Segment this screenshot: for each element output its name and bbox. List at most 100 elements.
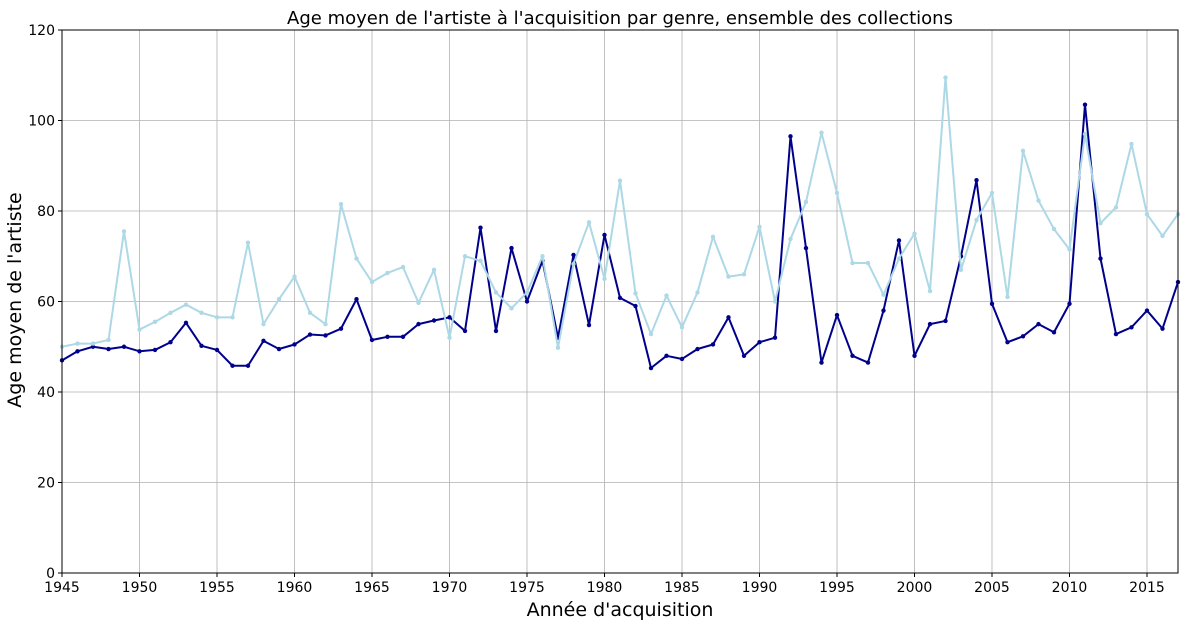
series-2-point — [90, 341, 96, 346]
series-2-point — [1051, 226, 1057, 232]
series-2-point — [896, 256, 902, 261]
axis-ticks: 1945 1950 1955 1960 1965 1970 1975 1980 1985 1990… — [28, 23, 1165, 596]
series-2-point — [1067, 247, 1072, 252]
series-2-point — [912, 231, 917, 236]
series-2-point — [803, 199, 809, 205]
series-1-point — [90, 344, 96, 349]
series-2-point — [1144, 211, 1150, 217]
series-2-point — [788, 236, 793, 242]
series-1-point — [323, 333, 328, 338]
series-1 — [59, 102, 1181, 371]
series-2-point — [586, 220, 592, 225]
series-1-point — [1067, 301, 1072, 306]
series-2-point — [431, 267, 437, 273]
series-2-point — [571, 261, 576, 267]
series-1-point — [245, 363, 251, 368]
series-2-line — [61, 76, 1179, 349]
series-2-point — [989, 190, 995, 196]
series-2-point — [121, 229, 127, 234]
series-2-point — [1160, 233, 1165, 239]
series-1-point — [261, 338, 266, 344]
series-2-point — [416, 300, 421, 306]
series-1-point — [726, 315, 731, 320]
series-2-point — [1113, 205, 1119, 210]
series-1-point — [385, 334, 390, 339]
series-layer — [59, 75, 1181, 371]
chart-title: Age moyen de l'artiste à l'acquisition p… — [287, 8, 953, 29]
series-1-point — [152, 347, 158, 353]
series-1-point — [478, 225, 483, 230]
series-1-point — [648, 365, 654, 371]
series-2-point — [633, 291, 638, 296]
x-tick-label: 1990 — [742, 580, 778, 596]
series-2-point — [199, 310, 204, 316]
series-2-point — [214, 315, 220, 320]
series-1-point — [571, 252, 576, 258]
series-2-point — [509, 306, 514, 311]
series-2-point — [943, 75, 948, 80]
series-2-point — [1036, 198, 1041, 203]
series-1-point — [834, 312, 840, 318]
series-2-point — [741, 272, 747, 277]
series-2-point — [230, 315, 235, 320]
series-1-point — [664, 353, 669, 358]
series-1-point — [199, 343, 204, 349]
series-2-point — [137, 327, 142, 332]
series-2-point — [106, 337, 111, 343]
series-1-point — [1036, 321, 1041, 327]
series-1-point — [1113, 331, 1119, 337]
series-2-point — [540, 254, 545, 259]
series-1-point — [819, 360, 824, 365]
series-1-point — [292, 342, 297, 347]
series-1-point — [989, 301, 995, 306]
series-2-point — [617, 178, 623, 183]
series-1-point — [307, 332, 313, 337]
series-1-point — [168, 340, 173, 345]
series-1-point — [1082, 102, 1088, 107]
series-2-point — [1005, 294, 1010, 300]
series-2-point — [276, 297, 282, 302]
y-tick-label: 0 — [46, 566, 55, 582]
series-2-point — [245, 240, 251, 245]
series-2-point — [834, 190, 840, 196]
series-2-point — [1082, 131, 1088, 137]
series-2-point — [695, 290, 700, 295]
series-1-point — [230, 363, 235, 368]
series-1-point — [462, 328, 468, 334]
series-2-point — [261, 321, 266, 327]
series-2-point — [958, 267, 964, 273]
series-2-point — [757, 224, 762, 230]
series-2-point — [679, 325, 685, 330]
series-1-point — [912, 353, 917, 358]
series-2-point — [385, 270, 390, 276]
series-1-point — [1129, 325, 1134, 330]
series-2-point — [524, 290, 530, 295]
series-2-point — [772, 299, 778, 304]
series-2-point — [927, 288, 933, 294]
series-2-point — [168, 310, 173, 316]
y-tick-label: 100 — [28, 114, 55, 130]
y-tick-label: 120 — [28, 23, 55, 39]
series-2-point — [292, 274, 297, 279]
series-1-point — [106, 346, 111, 352]
series-1-point — [788, 134, 793, 139]
series-2-point — [400, 264, 406, 270]
x-tick-label: 2005 — [974, 580, 1010, 596]
series-1-point — [679, 356, 685, 362]
series-1-point — [431, 318, 437, 323]
series-1-point — [137, 349, 142, 354]
x-tick-label: 1965 — [354, 580, 390, 596]
series-2-point — [710, 234, 716, 239]
series-1-point — [586, 322, 592, 328]
series-2-point — [478, 258, 483, 263]
x-tick-label: 1970 — [432, 580, 468, 596]
series-1-point — [338, 326, 344, 331]
series-1-point — [757, 340, 762, 345]
series-2-point — [881, 292, 886, 297]
x-tick-label: 1945 — [44, 580, 80, 596]
series-1-point — [1020, 334, 1026, 339]
series-1-point — [741, 353, 747, 358]
x-tick-label: 1950 — [122, 580, 158, 596]
series-1-point — [214, 347, 220, 353]
